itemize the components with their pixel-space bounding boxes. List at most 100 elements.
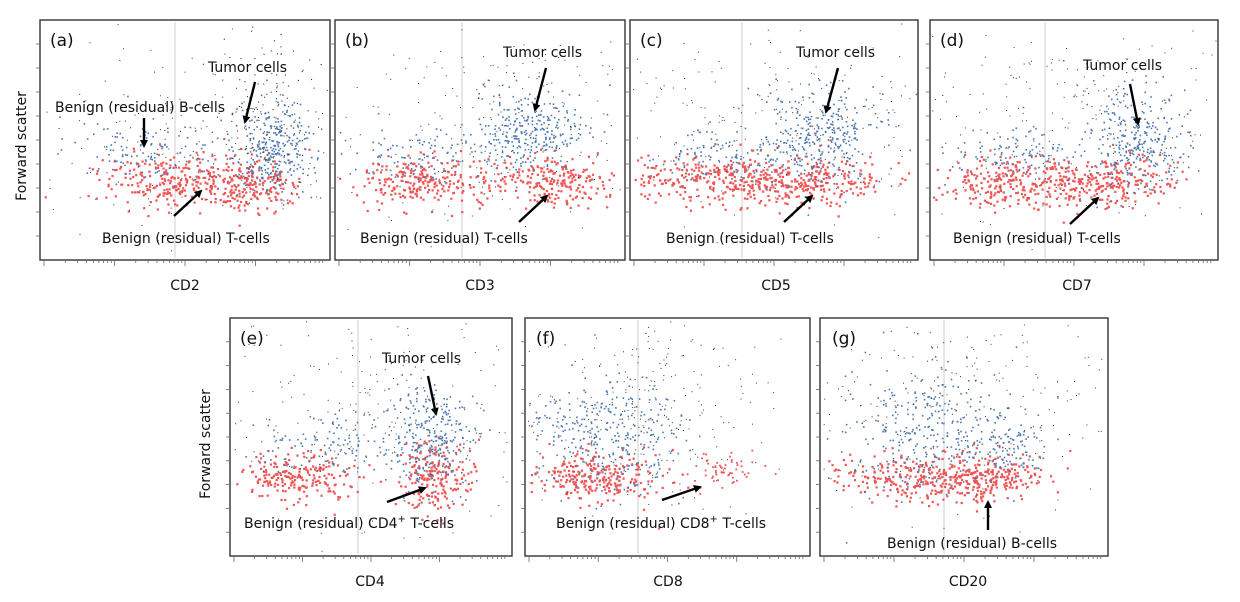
red-event-dot bbox=[851, 183, 854, 186]
event-dot bbox=[248, 178, 249, 180]
red-event-dot bbox=[809, 186, 813, 189]
red-event-dot bbox=[1022, 185, 1025, 189]
event-dot bbox=[345, 116, 347, 118]
red-event-dot bbox=[840, 160, 843, 163]
blue-event-dot bbox=[266, 117, 269, 119]
red-event-dot bbox=[281, 470, 285, 473]
red-event-dot bbox=[734, 179, 737, 182]
red-event-dot bbox=[1142, 174, 1145, 177]
red-event-dot bbox=[433, 183, 436, 186]
red-event-dot bbox=[303, 467, 306, 471]
red-event-dot bbox=[432, 178, 435, 181]
red-event-dot bbox=[747, 184, 750, 187]
blue-event-dot bbox=[267, 172, 269, 174]
blue-event-dot bbox=[1132, 150, 1134, 152]
red-event-dot bbox=[557, 179, 560, 182]
red-event-dot bbox=[486, 197, 489, 200]
event-dot bbox=[492, 133, 494, 135]
red-event-dot bbox=[511, 178, 514, 181]
red-event-dot bbox=[587, 207, 590, 210]
blue-event-dot bbox=[857, 150, 860, 153]
red-event-dot bbox=[177, 187, 180, 190]
blue-event-dot bbox=[1126, 93, 1129, 96]
blue-event-dot bbox=[821, 118, 823, 120]
event-dot bbox=[248, 202, 250, 204]
red-event-dot bbox=[1159, 185, 1162, 189]
event-dot bbox=[824, 172, 826, 174]
red-event-dot bbox=[734, 186, 737, 189]
red-event-dot bbox=[162, 192, 165, 195]
event-dot bbox=[698, 131, 700, 133]
blue-event-dot bbox=[150, 156, 152, 158]
red-event-dot bbox=[1147, 172, 1150, 175]
red-event-dot bbox=[164, 179, 167, 182]
event-dot bbox=[254, 58, 256, 60]
red-event-dot bbox=[543, 177, 546, 180]
blue-event-dot bbox=[1188, 131, 1191, 134]
blue-event-dot bbox=[828, 92, 830, 95]
red-event-dot bbox=[166, 192, 169, 195]
red-event-dot bbox=[305, 495, 308, 498]
blue-event-dot bbox=[868, 124, 870, 126]
blue-event-dot bbox=[801, 146, 804, 148]
event-dot bbox=[359, 134, 361, 136]
blue-event-dot bbox=[494, 133, 496, 135]
red-event-dot bbox=[764, 204, 767, 207]
blue-event-dot bbox=[372, 141, 374, 144]
blue-event-dot bbox=[277, 152, 279, 154]
red-event-dot bbox=[409, 175, 412, 178]
red-event-dot bbox=[163, 178, 166, 181]
blue-event-dot bbox=[721, 144, 724, 147]
blue-event-dot bbox=[888, 144, 890, 147]
red-event-dot bbox=[739, 143, 742, 146]
blue-event-dot bbox=[521, 125, 523, 127]
event-dot bbox=[726, 171, 728, 173]
event-dot bbox=[483, 116, 485, 118]
red-event-dot bbox=[955, 192, 958, 195]
blue-event-dot bbox=[795, 107, 798, 110]
red-event-dot bbox=[718, 198, 721, 201]
blue-event-dot bbox=[559, 160, 562, 162]
red-event-dot bbox=[587, 155, 590, 158]
blue-event-dot bbox=[194, 178, 197, 181]
red-event-dot bbox=[558, 174, 562, 177]
blue-event-dot bbox=[272, 140, 275, 142]
red-event-dot bbox=[543, 193, 546, 196]
blue-event-dot bbox=[887, 119, 889, 121]
red-event-dot bbox=[1009, 156, 1012, 159]
red-event-dot bbox=[148, 163, 151, 166]
event-dot bbox=[780, 119, 782, 120]
blue-event-dot bbox=[1106, 110, 1108, 113]
blue-event-dot bbox=[268, 157, 270, 160]
blue-event-dot bbox=[784, 129, 787, 132]
red-event-dot bbox=[234, 154, 237, 157]
red-event-dot bbox=[272, 166, 275, 169]
red-event-dot bbox=[775, 168, 778, 171]
blue-event-dot bbox=[1151, 154, 1154, 157]
red-event-dot bbox=[1041, 188, 1044, 191]
blue-event-dot bbox=[1161, 179, 1163, 182]
red-event-dot bbox=[101, 159, 104, 162]
blue-event-dot bbox=[288, 161, 291, 164]
red-event-dot bbox=[758, 182, 761, 185]
event-dot bbox=[546, 149, 548, 151]
red-event-dot bbox=[973, 174, 976, 177]
red-event-dot bbox=[324, 482, 327, 485]
blue-event-dot bbox=[785, 111, 788, 113]
blue-event-dot bbox=[389, 169, 392, 172]
blue-event-dot bbox=[861, 153, 864, 155]
red-event-dot bbox=[457, 466, 460, 469]
event-dot bbox=[417, 102, 419, 104]
red-event-dot bbox=[414, 192, 417, 195]
red-event-dot bbox=[978, 206, 981, 209]
red-event-dot bbox=[793, 158, 796, 161]
event-dot bbox=[232, 158, 234, 160]
red-event-dot bbox=[419, 178, 422, 182]
blue-event-dot bbox=[1007, 162, 1010, 165]
blue-event-dot bbox=[503, 159, 506, 161]
blue-event-dot bbox=[819, 162, 821, 164]
blue-event-dot bbox=[1067, 178, 1069, 181]
event-dot bbox=[522, 88, 524, 90]
blue-event-dot bbox=[278, 164, 280, 166]
blue-event-dot bbox=[546, 144, 548, 147]
